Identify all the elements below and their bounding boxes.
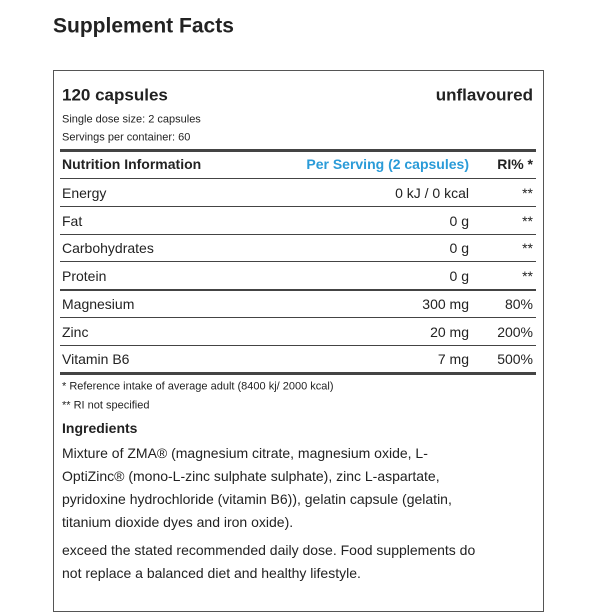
footnote: ** RI not specified <box>62 399 150 412</box>
divider <box>60 149 536 152</box>
row-amount: 20 mg <box>430 323 469 340</box>
row-amount: 0 g <box>449 240 469 257</box>
row-label: Magnesium <box>62 295 135 312</box>
ingredients-heading: Ingredients <box>62 420 138 436</box>
column-header: Per Serving (2 capsules) <box>306 156 469 172</box>
ingredients-line: Mixture of ZMA® (magnesium citrate, magn… <box>62 445 428 461</box>
warning-line: not replace a balanced diet and healthy … <box>62 565 361 581</box>
column-header: RI% * <box>497 156 533 172</box>
row-ri: 500% <box>497 351 533 368</box>
row-amount: 0 g <box>449 268 469 285</box>
row-label: Vitamin B6 <box>62 351 130 368</box>
row-amount: 0 g <box>449 212 469 229</box>
row-ri: ** <box>522 212 533 229</box>
row-label: Energy <box>62 185 107 201</box>
row-ri: 80% <box>504 295 533 312</box>
divider <box>60 344 536 346</box>
row-amount: 0 kJ / 0 kcal <box>395 185 469 201</box>
divider <box>60 372 536 376</box>
row-amount: 300 mg <box>422 295 469 312</box>
row-label: Zinc <box>62 323 89 340</box>
warning-line: exceed the stated recommended daily dose… <box>62 542 476 558</box>
ingredients-line: OptiZinc® (mono-L-zinc sulphate sulphate… <box>62 468 440 484</box>
row-ri: 200% <box>497 323 533 340</box>
dose: Single dose size: 2 capsules <box>62 113 201 126</box>
divider <box>60 316 536 318</box>
servings: Servings per container: 60 <box>62 131 191 144</box>
footnote: * Reference intake of average adult (840… <box>62 380 334 393</box>
ingredients-line: titanium dioxide dyes and iron oxide). <box>62 514 294 530</box>
column-header: Nutrition Information <box>62 156 202 172</box>
row-ri: ** <box>522 268 533 285</box>
ingredients-line: pyridoxine hydrochloride (vitamin B6)), … <box>62 491 452 507</box>
row-ri: ** <box>522 240 533 257</box>
row-amount: 7 mg <box>437 351 469 368</box>
divider <box>60 206 536 207</box>
row-label: Protein <box>62 268 107 285</box>
row-ri: ** <box>522 185 533 201</box>
divider <box>60 261 536 263</box>
row-label: Fat <box>62 212 83 229</box>
divider <box>60 178 536 179</box>
quantity: 120 capsules <box>62 85 168 105</box>
title: Supplement Facts <box>53 14 234 38</box>
divider <box>60 233 536 235</box>
flavour: unflavoured <box>435 85 533 105</box>
row-label: Carbohydrates <box>62 240 154 257</box>
divider <box>60 289 536 292</box>
